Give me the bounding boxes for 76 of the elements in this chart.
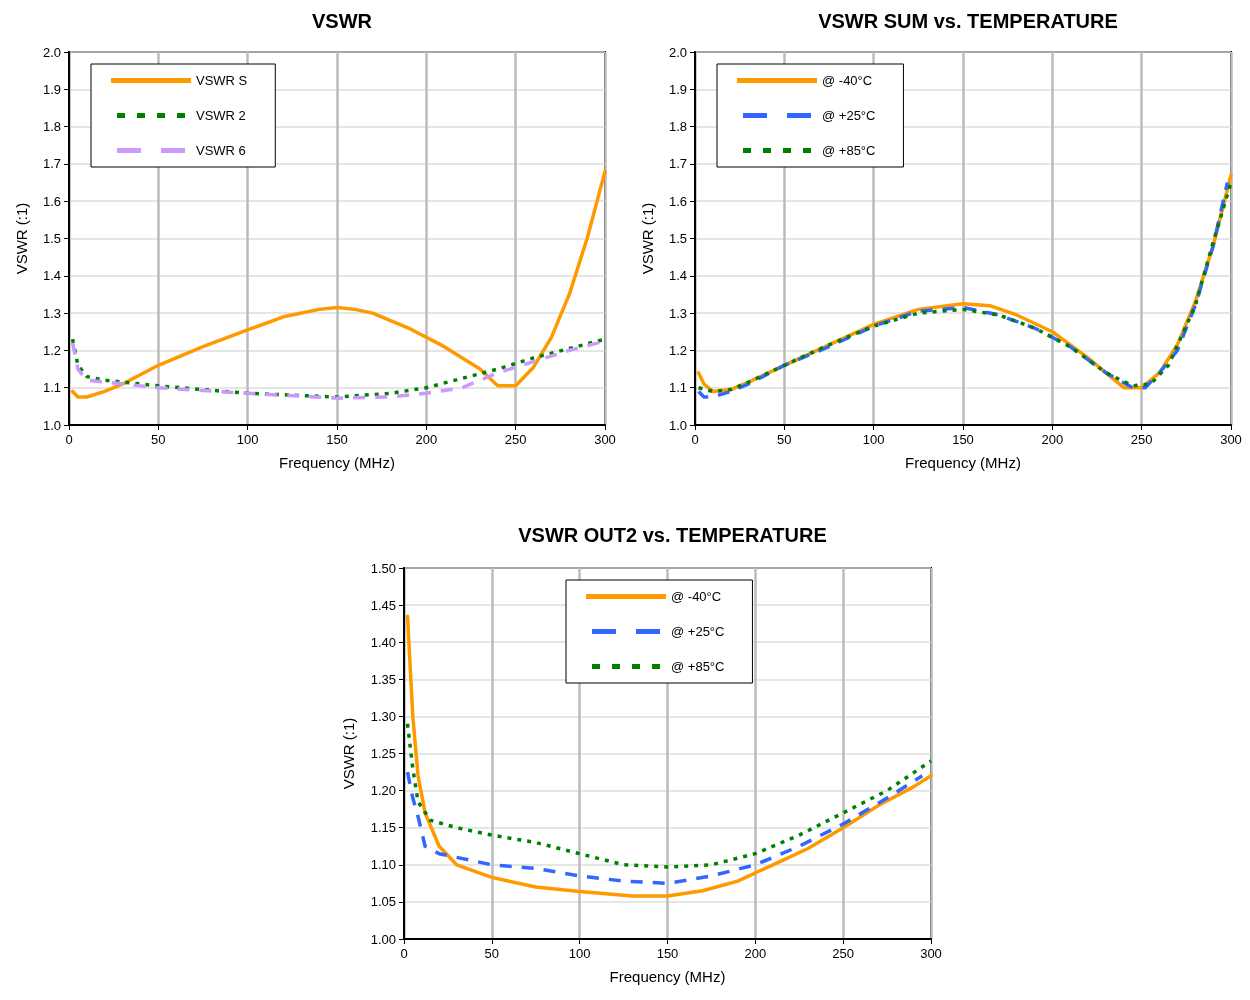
y-tick-label: 1.8: [668, 119, 687, 135]
line-series: [405, 722, 933, 869]
x-tick-label: 250: [832, 946, 855, 961]
y-axis-title: VSWR (:1): [639, 202, 656, 275]
y-tick-label: 1.4: [42, 268, 61, 284]
x-tick-label: 0: [400, 946, 408, 961]
y-tick-label: 2.0: [42, 44, 61, 60]
line-series: [405, 614, 933, 898]
y-tick-label: 1.30: [370, 708, 396, 724]
y-tick-label: 1.4: [668, 268, 687, 284]
y-axis-title: VSWR (:1): [340, 717, 357, 790]
x-tick-label: 300: [1220, 432, 1242, 447]
x-tick-label: 0: [691, 432, 699, 447]
x-tick-label: 150: [656, 946, 679, 961]
y-tick-label: 1.45: [370, 597, 396, 613]
y-tick-label: 1.2: [668, 342, 687, 358]
legend-label: @ -40°C: [671, 589, 722, 604]
x-tick-label: 0: [65, 432, 73, 447]
y-tick-label: 1.35: [370, 671, 396, 687]
legend-label: @ -40°C: [822, 73, 873, 88]
x-tick-label: 200: [415, 432, 438, 447]
x-tick-label: 300: [920, 946, 942, 961]
legend-label: @ +85°C: [822, 143, 876, 158]
x-tick-label: 250: [1130, 432, 1153, 447]
chart-title: VSWR OUT2 vs. TEMPERATURE: [518, 524, 827, 546]
y-tick-label: 1.00: [370, 931, 396, 947]
x-tick-label: 300: [594, 432, 616, 447]
y-tick-label: 1.0: [668, 417, 687, 433]
y-tick-label: 1.8: [42, 119, 61, 135]
y-tick-label: 1.1: [668, 380, 687, 396]
y-tick-label: 1.15: [370, 820, 396, 836]
x-tick-label: 250: [504, 432, 527, 447]
y-tick-label: 1.05: [370, 894, 396, 910]
chart-title: VSWR SUM vs. TEMPERATURE: [818, 10, 1118, 32]
y-tick-label: 1.50: [370, 560, 396, 576]
x-axis-title: Frequency (MHz): [905, 454, 1021, 471]
x-tick-label: 150: [952, 432, 974, 447]
x-tick-label: 50: [151, 432, 166, 447]
x-tick-label: 200: [744, 946, 767, 961]
line-series: [70, 169, 607, 399]
y-tick-label: 2.0: [668, 44, 687, 60]
y-axis-title: VSWR (:1): [13, 202, 30, 275]
legend-label: @ +85°C: [671, 659, 725, 674]
y-tick-label: 1.25: [370, 746, 396, 761]
legend-label: @ +25°C: [822, 108, 876, 123]
y-tick-label: 1.9: [668, 81, 687, 97]
x-axis-title: Frequency (MHz): [609, 968, 726, 985]
y-tick-label: 1.7: [42, 156, 61, 172]
x-tick-label: 200: [1041, 432, 1064, 447]
line-series: [405, 770, 924, 886]
y-tick-label: 1.6: [668, 193, 687, 209]
x-tick-label: 100: [568, 946, 591, 961]
legend-label: VSWR 2: [196, 108, 246, 123]
x-tick-label: 100: [862, 432, 885, 447]
y-tick-label: 1.7: [668, 156, 687, 172]
legend-label: VSWR 6: [196, 143, 246, 158]
y-tick-label: 1.0: [42, 417, 61, 433]
legend-label: @ +25°C: [671, 624, 725, 639]
y-tick-label: 1.10: [370, 857, 396, 873]
legend-label: VSWR S: [196, 73, 248, 88]
x-tick-label: 150: [326, 432, 348, 447]
x-axis-title: Frequency (MHz): [279, 454, 395, 471]
chart-title: VSWR: [312, 10, 373, 32]
x-tick-label: 50: [484, 946, 500, 961]
y-tick-label: 1.6: [42, 193, 61, 209]
y-tick-label: 1.2: [42, 342, 61, 358]
y-tick-label: 1.1: [42, 380, 61, 396]
y-tick-label: 1.3: [668, 305, 687, 321]
y-tick-label: 1.5: [42, 231, 61, 246]
y-tick-label: 1.20: [370, 783, 396, 799]
x-tick-label: 100: [236, 432, 259, 447]
y-tick-label: 1.40: [370, 634, 396, 650]
y-tick-label: 1.5: [668, 231, 687, 246]
x-tick-label: 50: [777, 432, 792, 447]
y-tick-label: 1.9: [42, 81, 61, 97]
y-tick-label: 1.3: [42, 305, 61, 321]
